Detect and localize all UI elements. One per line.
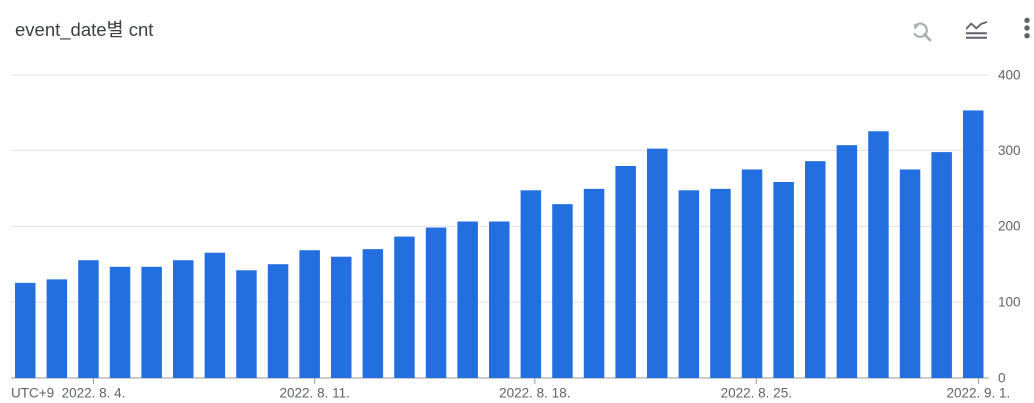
svg-text:400: 400 [998,68,1021,83]
svg-text:200: 200 [998,219,1021,234]
svg-text:2022. 9. 1.: 2022. 9. 1. [946,386,1010,401]
svg-text:2022. 8. 4.: 2022. 8. 4. [62,386,126,401]
svg-text:2022. 8. 18.: 2022. 8. 18. [499,386,570,401]
svg-text:300: 300 [998,143,1021,158]
svg-text:100: 100 [998,295,1021,310]
svg-text:0: 0 [998,371,1006,386]
svg-text:2022. 8. 25.: 2022. 8. 25. [721,386,792,401]
svg-text:2022. 8. 11.: 2022. 8. 11. [280,386,350,401]
svg-text:UTC+9: UTC+9 [11,386,54,401]
